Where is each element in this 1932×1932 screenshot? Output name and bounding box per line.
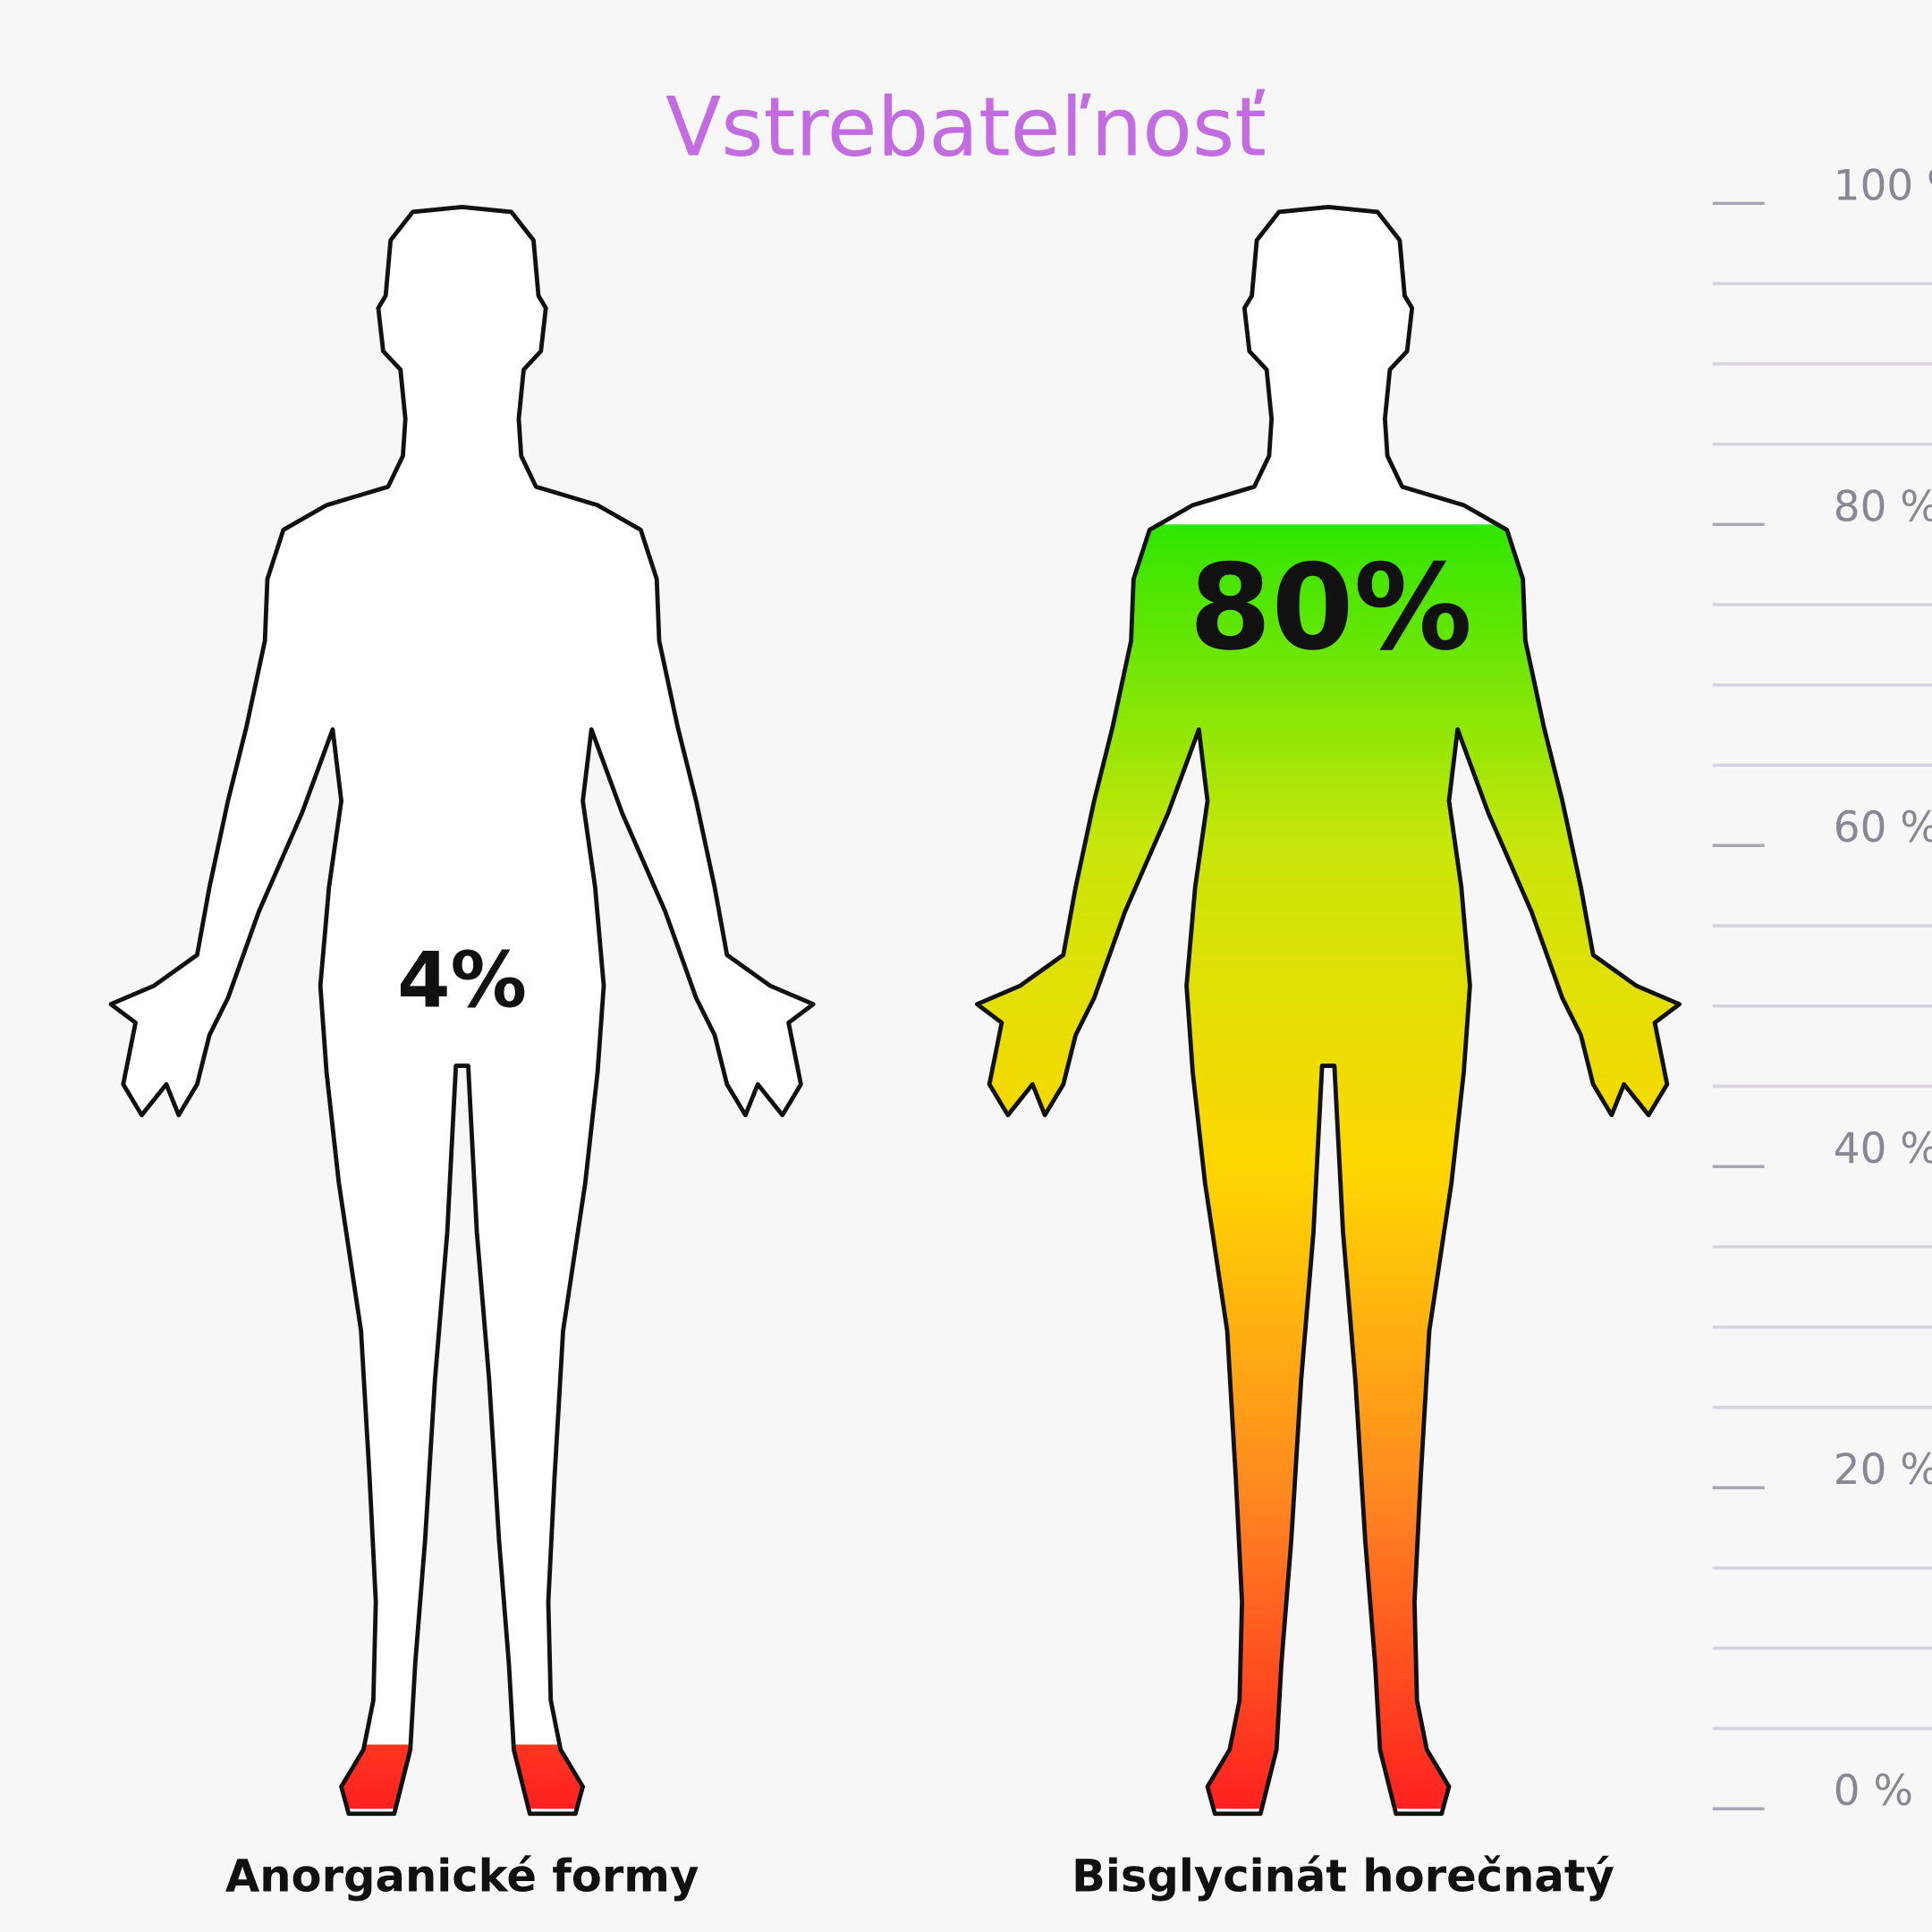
y-tick-label: 80 % xyxy=(1834,483,1932,531)
y-tick-label: 60 % xyxy=(1834,804,1932,852)
category-label: Bisglycinát horečnatý xyxy=(1072,1850,1614,1902)
body-base xyxy=(110,207,814,1814)
body-outline xyxy=(974,205,1682,1817)
y-tick-label: 100 % xyxy=(1834,162,1932,210)
y-tick-label: 0 % xyxy=(1834,1767,1913,1816)
body-outline xyxy=(108,205,816,1817)
y-tick-label: 20 % xyxy=(1834,1446,1932,1495)
value-label: 80% xyxy=(1189,539,1472,677)
category-label: Anorganické formy xyxy=(225,1850,699,1902)
chart-title: Vstrebateľnosť xyxy=(665,81,1267,175)
y-tick-label: 40 % xyxy=(1834,1125,1932,1174)
value-label: 4% xyxy=(397,936,527,1025)
